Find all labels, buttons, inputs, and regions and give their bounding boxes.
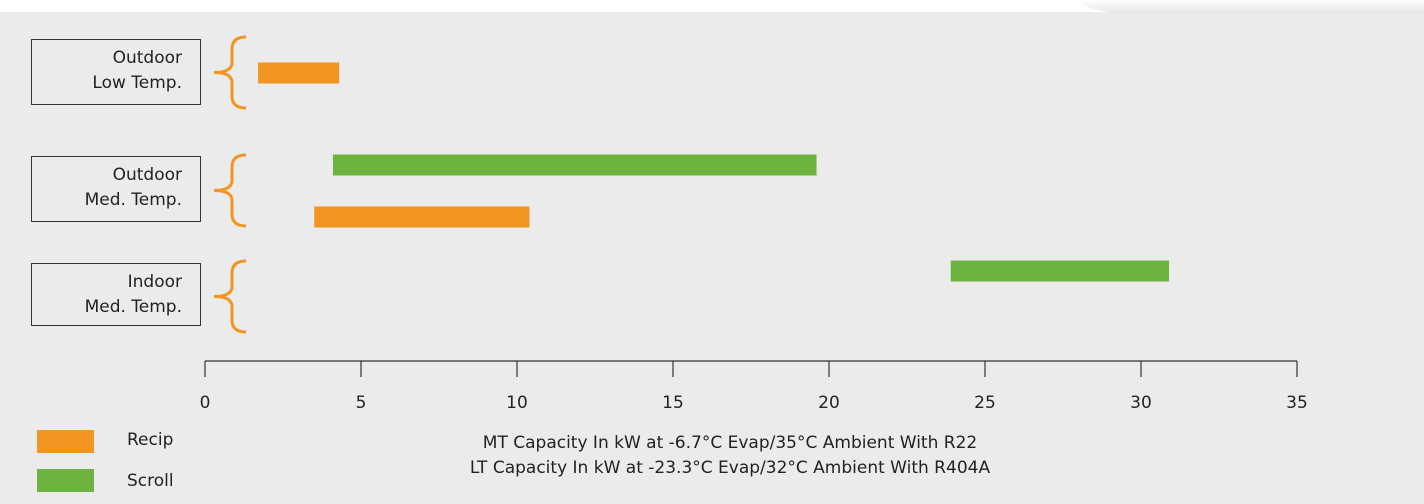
x-tick-label: 35 <box>1286 393 1308 413</box>
top-strip <box>0 0 1424 12</box>
top-shadow <box>1080 0 1424 14</box>
bar-recip-category-0 <box>258 62 340 84</box>
x-tick-label: 0 <box>200 393 211 413</box>
category-label-line: Med. Temp. <box>84 190 182 210</box>
category-label-line: Indoor <box>127 272 182 292</box>
x-tick-label: 25 <box>974 393 996 413</box>
legend-label-recip: Recip <box>127 430 174 450</box>
x-axis-title-line-2: LT Capacity In kW at -23.3°C Evap/32°C A… <box>469 458 991 478</box>
category-label-line: Outdoor <box>112 165 182 185</box>
bar-scroll-category-1 <box>332 154 817 176</box>
category-brace <box>213 259 247 334</box>
category-label-line: Outdoor <box>112 48 182 68</box>
x-tick-label: 10 <box>506 393 528 413</box>
category-brace <box>213 35 247 110</box>
bar-scroll-category-2 <box>950 260 1170 282</box>
bar-recip-category-1 <box>314 206 530 228</box>
category-label-line: Low Temp. <box>92 73 182 93</box>
category-box-outdoor-low-temp: Outdoor Low Temp. <box>31 39 201 105</box>
category-label-line: Med. Temp. <box>84 297 182 317</box>
category-box-outdoor-med-temp: Outdoor Med. Temp. <box>31 156 201 222</box>
x-tick-label: 15 <box>662 393 684 413</box>
legend-swatch-scroll <box>37 469 94 492</box>
category-brace <box>213 153 247 228</box>
legend-label-scroll: Scroll <box>127 471 174 491</box>
legend-swatch-recip <box>37 430 94 453</box>
x-tick-label: 5 <box>356 393 367 413</box>
x-tick-label: 30 <box>1130 393 1152 413</box>
x-axis-title-line-1: MT Capacity In kW at -6.7°C Evap/35°C Am… <box>482 433 978 453</box>
x-tick-label: 20 <box>818 393 840 413</box>
category-box-indoor-med-temp: Indoor Med. Temp. <box>31 263 201 326</box>
